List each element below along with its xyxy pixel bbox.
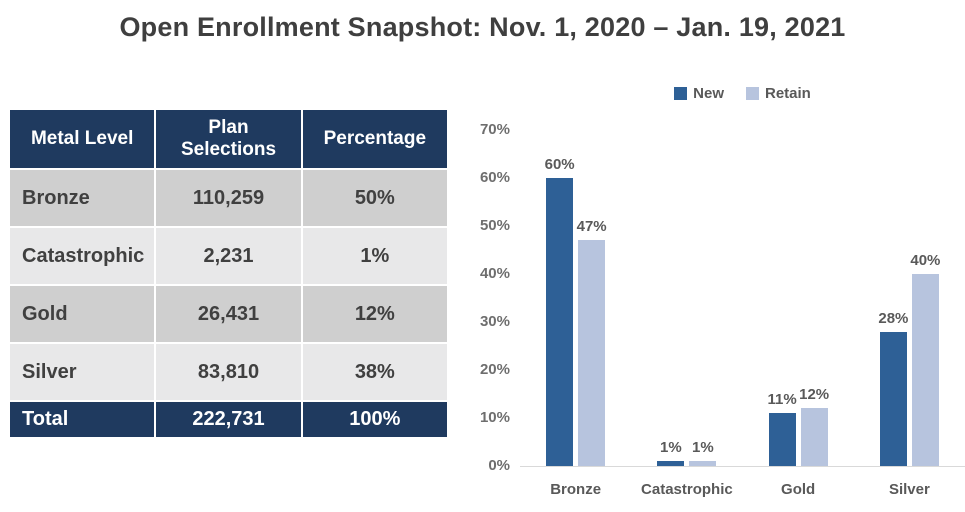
table-header: Metal Level Plan Selections Percentage (7, 108, 450, 170)
table-row: Silver 83,810 38% (7, 342, 450, 402)
cell-percentage: 38% (300, 342, 450, 402)
cell-plan-selections: 110,259 (154, 168, 303, 228)
y-axis: 70% 60% 50% 40% 30% 20% 10% 0% (470, 121, 510, 474)
cell-plan-selections: 2,231 (154, 226, 303, 286)
bar-value-label: 60% (544, 156, 575, 173)
retain-series-swatch-icon (746, 87, 759, 100)
x-axis-label: Bronze (550, 481, 602, 498)
bar-value-label: 40% (910, 252, 941, 269)
chart-legend: New Retain (520, 85, 965, 102)
cell-metal-level: Bronze (7, 168, 157, 228)
total-label: Total (7, 400, 157, 439)
y-tick-label: 20% (479, 361, 510, 378)
y-tick-label: 70% (479, 121, 510, 138)
bar-value-label: 47% (576, 218, 607, 236)
bar-group-gold: 11% 12% Gold (768, 130, 830, 498)
bar-value-label: 12% (799, 386, 830, 404)
bar-group-bronze: 60% 47% Bronze (545, 130, 607, 498)
cell-plan-selections: 26,431 (154, 284, 303, 344)
table-row: Bronze 110,259 50% (7, 168, 450, 228)
col-header-percentage: Percentage (300, 108, 450, 170)
y-tick-label: 40% (479, 265, 510, 282)
x-axis-label: Silver (888, 481, 930, 498)
page-title: Open Enrollment Snapshot: Nov. 1, 2020 –… (119, 12, 846, 42)
retain-bar-silver: 40% (910, 252, 940, 466)
bar-value-label: 1% (660, 439, 682, 457)
col-header-plan-selections: Plan Selections (154, 108, 303, 170)
table-body: Bronze 110,259 50% Catastrophic 2,231 1% Gold 2… (7, 168, 450, 402)
y-tick-label: 50% (479, 217, 510, 234)
cell-metal-level: Silver (7, 342, 157, 402)
metal-level-table: Metal Level Plan Selections Percentage B… (7, 108, 450, 439)
legend-item-new: New (674, 85, 724, 102)
y-tick-label: 30% (479, 313, 510, 330)
cell-metal-level: Catastrophic (7, 226, 157, 286)
retain-bar-catastrophic: 1% (689, 439, 717, 466)
total-percentage: 100% (300, 400, 450, 439)
y-tick-label: 10% (479, 409, 510, 426)
plot-area: 60% 47% Bronze 1% 1% Catastrophic 11% 12% Gold 28… (520, 130, 965, 498)
retain-bar-gold: 12% (799, 386, 829, 466)
total-plan-selections: 222,731 (154, 400, 303, 439)
header-row: Metal Level Plan Selections Percentage (7, 108, 450, 170)
legend-item-retain: Retain (746, 85, 811, 102)
bar-value-label: 11% (767, 391, 797, 409)
new-bar-silver: 28% (878, 310, 908, 466)
legend-label-new: New (693, 85, 724, 102)
table-row: Gold 26,431 12% (7, 284, 450, 344)
y-tick-label: 60% (479, 169, 510, 186)
y-tick-label: 0% (488, 457, 510, 474)
cell-percentage: 1% (300, 226, 450, 286)
bar-value-label: 1% (692, 439, 714, 457)
new-series-swatch-icon (674, 87, 688, 100)
retain-bar-bronze: 47% (577, 218, 607, 466)
legend-label-retain: Retain (765, 85, 811, 102)
cell-metal-level: Gold (7, 284, 157, 344)
bar-group-silver: 28% 40% Silver (878, 130, 940, 498)
new-bar-bronze: 60% (545, 156, 575, 466)
new-bar-catastrophic: 1% (657, 439, 685, 466)
col-header-metal-level: Metal Level (7, 108, 157, 170)
cell-percentage: 12% (300, 284, 450, 344)
bar-chart: 70% 60% 50% 40% 30% 20% 10% 0% 60% 47% Bronze 1% 1%… (470, 121, 965, 512)
bar-value-label: 28% (878, 309, 909, 327)
total-row: Total 222,731 100% (7, 400, 450, 439)
x-axis-label: Catastrophic (641, 481, 733, 498)
table-footer: Total 222,731 100% (7, 400, 450, 439)
x-axis-label: Gold (781, 481, 816, 498)
new-bar-gold: 11% (768, 391, 797, 466)
table-row: Catastrophic 2,231 1% (7, 226, 450, 286)
cell-plan-selections: 83,810 (154, 342, 303, 402)
cell-percentage: 50% (300, 168, 450, 228)
bar-group-catastrophic: 1% 1% Catastrophic (641, 130, 733, 498)
